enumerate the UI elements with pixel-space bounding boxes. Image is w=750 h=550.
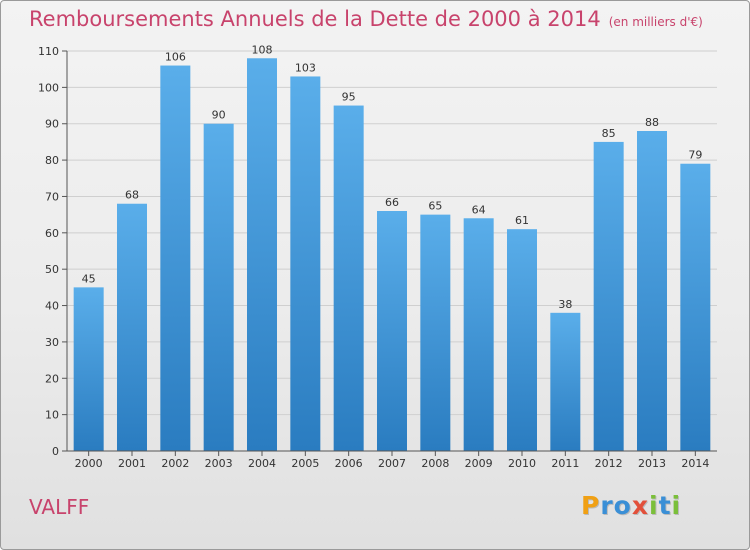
bar-2002	[160, 65, 191, 451]
bar-2012	[593, 141, 624, 451]
bar-value-label: 79	[688, 149, 702, 162]
x-tick-label: 2004	[248, 457, 276, 470]
bar-value-label: 45	[82, 272, 96, 285]
y-tick-label: 50	[45, 263, 59, 276]
y-tick-label: 60	[45, 227, 59, 240]
bar-value-label: 108	[252, 43, 273, 56]
x-tick-label: 2013	[638, 457, 666, 470]
x-tick-label: 2002	[161, 457, 189, 470]
x-tick-label: 2006	[335, 457, 363, 470]
bar-value-label: 65	[428, 200, 442, 213]
y-tick-label: 110	[38, 45, 59, 58]
y-tick-label: 100	[38, 81, 59, 94]
bar-2010	[507, 229, 537, 451]
bar-2009	[463, 218, 494, 451]
y-tick-label: 90	[45, 118, 59, 131]
x-tick-label: 2012	[595, 457, 623, 470]
bar-2004	[247, 58, 277, 451]
bar-2011	[550, 312, 581, 451]
logo-letter: x	[631, 491, 649, 520]
bar-value-label: 64	[472, 203, 486, 216]
bar-2005	[290, 76, 321, 452]
y-tick-label: 20	[45, 372, 59, 385]
y-tick-label: 0	[52, 445, 59, 458]
bar-2007	[377, 211, 407, 451]
bar-value-label: 88	[645, 116, 659, 129]
bar-value-label: 106	[165, 51, 186, 64]
bar-2013	[637, 131, 667, 451]
x-tick-label: 2011	[551, 457, 579, 470]
bar-value-label: 66	[385, 196, 399, 209]
x-tick-label: 2001	[118, 457, 146, 470]
bar-2003	[203, 123, 234, 452]
x-tick-label: 2000	[75, 457, 103, 470]
chart-title: Remboursements Annuels de la Dette de 20…	[29, 7, 703, 31]
logo-letter: t	[658, 491, 672, 520]
unit-text: (en milliers d'€)	[608, 15, 703, 29]
x-tick-label: 2014	[681, 457, 709, 470]
commune-name: VALFF	[29, 495, 90, 519]
y-tick-label: 70	[45, 190, 59, 203]
bar-2006	[333, 105, 364, 451]
bar-2001	[117, 203, 147, 451]
labels: 0 10 20 30 40 50 60 70 80 90 100 110 45 2000 68 2001 106…	[38, 43, 709, 470]
bar-value-label: 90	[212, 109, 226, 122]
logo-letter: i	[649, 491, 659, 520]
x-tick-label: 2009	[465, 457, 493, 470]
axes	[62, 50, 717, 456]
title-text: Remboursements Annuels de la Dette de 20…	[29, 7, 601, 31]
y-tick-label: 80	[45, 154, 59, 167]
bar-value-label: 85	[602, 127, 616, 140]
bar-value-label: 38	[558, 298, 572, 311]
bars	[73, 58, 711, 452]
logo-letter: o	[613, 491, 632, 520]
logo-letter: r	[600, 491, 614, 520]
bar-2000	[73, 287, 104, 451]
bar-2008	[420, 214, 451, 451]
x-tick-label: 2008	[421, 457, 449, 470]
bar-value-label: 61	[515, 214, 529, 227]
bar-value-label: 103	[295, 61, 316, 74]
x-tick-label: 2007	[378, 457, 406, 470]
y-tick-label: 10	[45, 409, 59, 422]
x-tick-label: 2010	[508, 457, 536, 470]
x-tick-label: 2005	[291, 457, 319, 470]
x-tick-label: 2003	[205, 457, 233, 470]
bar-2014	[680, 163, 711, 451]
bar-value-label: 95	[342, 91, 356, 104]
y-tick-label: 40	[45, 300, 59, 313]
y-tick-label: 30	[45, 336, 59, 349]
logo-letter: i	[671, 491, 682, 520]
logo-letter: P	[581, 491, 601, 520]
bar-value-label: 68	[125, 189, 139, 202]
proxiti-logo: Proxiti	[581, 491, 681, 520]
